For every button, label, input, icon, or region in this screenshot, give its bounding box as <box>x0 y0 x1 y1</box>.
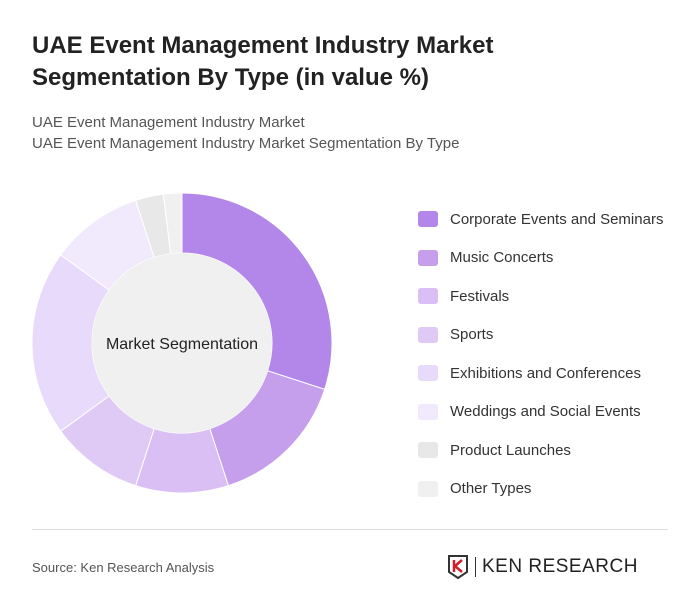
legend-label: Other Types <box>450 480 532 498</box>
legend-label: Exhibitions and Conferences <box>450 364 641 382</box>
logo-divider <box>475 557 476 577</box>
legend-swatch <box>418 365 438 382</box>
ken-research-logo: KEN RESEARCH <box>447 554 638 580</box>
legend-label: Product Launches <box>450 441 571 459</box>
legend-label: Festivals <box>450 287 510 305</box>
legend-item[interactable]: Exhibitions and Conferences <box>418 354 663 393</box>
legend-swatch <box>418 249 438 266</box>
legend-label: Sports <box>450 326 494 344</box>
legend-item[interactable]: Corporate Events and Seminars <box>418 200 663 239</box>
legend-label: Corporate Events and Seminars <box>450 210 664 228</box>
legend-swatch <box>418 480 438 497</box>
logo-text: KEN RESEARCH <box>482 556 638 577</box>
legend-swatch <box>418 288 438 305</box>
ken-research-logo-icon <box>448 555 468 580</box>
donut-hole <box>92 253 272 433</box>
source-note: Source: Ken Research Analysis <box>32 560 215 575</box>
legend-item[interactable]: Music Concerts <box>418 239 663 278</box>
legend: Corporate Events and Seminars Music Conce… <box>418 200 663 508</box>
legend-item[interactable]: Product Launches <box>418 431 663 470</box>
center-label: Market Segmentation <box>106 336 258 353</box>
legend-item[interactable]: Weddings and Social Events <box>418 393 663 432</box>
subtitle-market: UAE Event Management Industry Market <box>32 114 305 131</box>
divider <box>32 529 668 530</box>
legend-item[interactable]: Other Types <box>418 470 663 509</box>
legend-item[interactable]: Festivals <box>418 277 663 316</box>
legend-swatch <box>418 211 438 228</box>
legend-swatch <box>418 326 438 343</box>
donut-chart: Market Segmentation <box>31 192 333 494</box>
legend-item[interactable]: Sports <box>418 316 663 355</box>
subtitle-segmentation: UAE Event Management Industry Market Seg… <box>32 135 460 152</box>
chart-title: UAE Event Management Industry Market Seg… <box>32 32 494 91</box>
legend-label: Music Concerts <box>450 249 554 267</box>
legend-label: Weddings and Social Events <box>450 403 641 421</box>
legend-swatch <box>418 442 438 459</box>
legend-swatch <box>418 403 438 420</box>
